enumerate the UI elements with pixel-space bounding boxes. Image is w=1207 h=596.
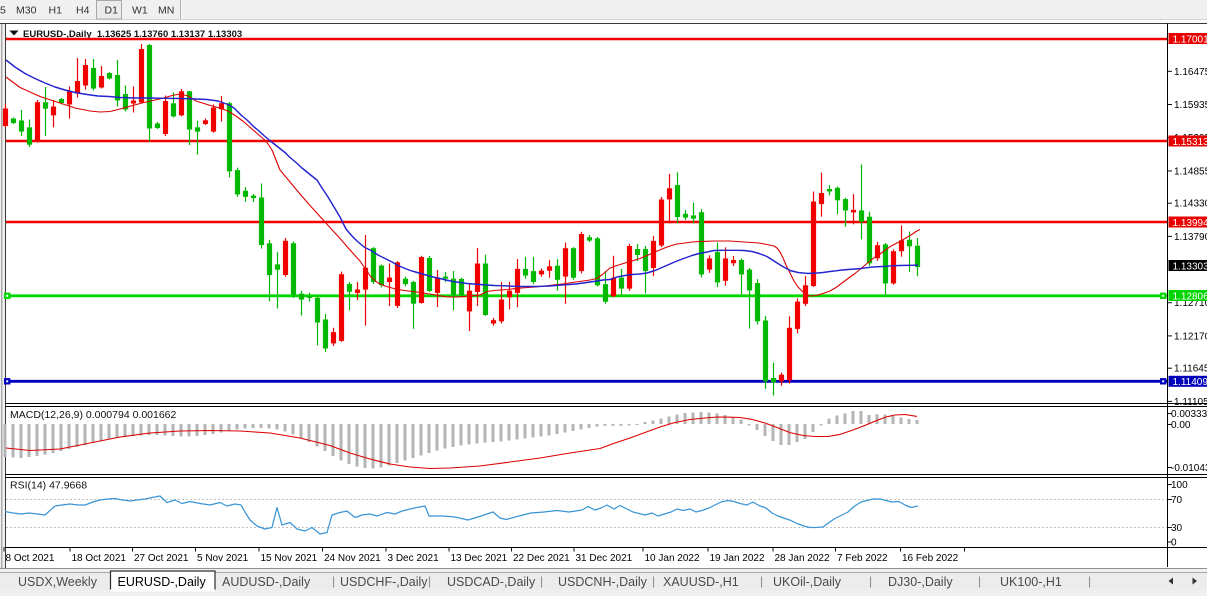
svg-text:1.12806: 1.12806 (1173, 291, 1207, 302)
svg-text:1.11105: 1.11105 (1174, 397, 1207, 408)
svg-text:1.17001: 1.17001 (1173, 34, 1207, 45)
svg-text:27 Oct 2021: 27 Oct 2021 (134, 553, 189, 564)
svg-text:UKOil-,Daily: UKOil-,Daily (773, 575, 842, 589)
svg-text:1.11645: 1.11645 (1174, 364, 1207, 375)
svg-text:1.13303: 1.13303 (1173, 261, 1207, 272)
svg-text:15 Nov 2021: 15 Nov 2021 (261, 553, 318, 564)
svg-text:8 Oct 2021: 8 Oct 2021 (6, 553, 55, 564)
svg-text:MACD(12,26,9) 0.000794 0.00166: MACD(12,26,9) 0.000794 0.001662 (10, 409, 177, 421)
svg-text:100: 100 (1171, 480, 1188, 491)
svg-text:|: | (1088, 574, 1091, 588)
svg-text:70: 70 (1171, 495, 1183, 506)
svg-text:1.14330: 1.14330 (1174, 199, 1207, 210)
svg-text:13 Dec 2021: 13 Dec 2021 (451, 553, 508, 564)
svg-text:H1: H1 (49, 5, 63, 17)
svg-text:1.14855: 1.14855 (1174, 166, 1207, 177)
svg-text:5 Nov 2021: 5 Nov 2021 (197, 553, 249, 564)
svg-text:7 Feb 2022: 7 Feb 2022 (837, 553, 888, 564)
svg-text:16 Feb 2022: 16 Feb 2022 (902, 553, 959, 564)
svg-text:19 Jan 2022: 19 Jan 2022 (710, 553, 765, 564)
svg-text:18 Oct 2021: 18 Oct 2021 (72, 553, 127, 564)
svg-text:3 Dec 2021: 3 Dec 2021 (388, 553, 440, 564)
svg-text:DJ30-,Daily: DJ30-,Daily (888, 575, 953, 589)
svg-text:24 Nov 2021: 24 Nov 2021 (324, 553, 381, 564)
svg-text:|: | (540, 574, 543, 588)
svg-text:-0.01043: -0.01043 (1171, 463, 1207, 474)
svg-text:10 Jan 2022: 10 Jan 2022 (645, 553, 700, 564)
svg-text:H4: H4 (76, 5, 90, 17)
svg-text:USDCHF-,Daily: USDCHF-,Daily (340, 575, 428, 589)
svg-text:EURUSD-,Daily: EURUSD-,Daily (118, 575, 207, 589)
svg-text:EURUSD-,Daily 1.13625 1.13760: EURUSD-,Daily 1.13625 1.13760 1.13137 1.… (23, 29, 242, 40)
svg-text:MN: MN (158, 5, 174, 17)
svg-text:1.12170: 1.12170 (1174, 331, 1207, 342)
svg-text:M30: M30 (16, 5, 37, 17)
svg-text:XAUUSD-,H1: XAUUSD-,H1 (663, 575, 739, 589)
svg-text:1.11409: 1.11409 (1173, 377, 1207, 388)
svg-text:|: | (978, 574, 981, 588)
svg-text:1.13994: 1.13994 (1173, 218, 1207, 229)
svg-text:USDX,Weekly: USDX,Weekly (18, 575, 98, 589)
svg-text:W1: W1 (132, 5, 148, 17)
svg-text:D1: D1 (105, 5, 119, 17)
svg-text:28 Jan 2022: 28 Jan 2022 (775, 553, 830, 564)
svg-text:1.16475: 1.16475 (1174, 67, 1207, 78)
svg-text:5: 5 (0, 5, 6, 17)
svg-text:USDCAD-,Daily: USDCAD-,Daily (447, 575, 536, 589)
svg-text:AUDUSD-,Daily: AUDUSD-,Daily (222, 575, 311, 589)
svg-text:0.003331: 0.003331 (1171, 409, 1207, 420)
svg-text:UK100-,H1: UK100-,H1 (1000, 575, 1062, 589)
svg-text:1.15313: 1.15313 (1173, 137, 1207, 148)
svg-text:|: | (332, 574, 335, 588)
svg-text:31 Dec 2021: 31 Dec 2021 (576, 553, 633, 564)
svg-text:RSI(14) 47.9668: RSI(14) 47.9668 (10, 480, 87, 492)
svg-text:22 Dec 2021: 22 Dec 2021 (513, 553, 570, 564)
svg-text:1.13790: 1.13790 (1174, 232, 1207, 243)
svg-text:|: | (760, 574, 763, 588)
svg-text:|: | (652, 574, 655, 588)
svg-text:|: | (428, 574, 431, 588)
svg-text:0: 0 (1171, 538, 1177, 549)
svg-text:USDCNH-,Daily: USDCNH-,Daily (558, 575, 648, 589)
svg-text:|: | (869, 574, 872, 588)
svg-text:0.00: 0.00 (1171, 420, 1191, 431)
svg-text:1.12710: 1.12710 (1174, 298, 1207, 309)
svg-text:30: 30 (1171, 523, 1183, 534)
svg-text:1.15935: 1.15935 (1174, 100, 1207, 111)
